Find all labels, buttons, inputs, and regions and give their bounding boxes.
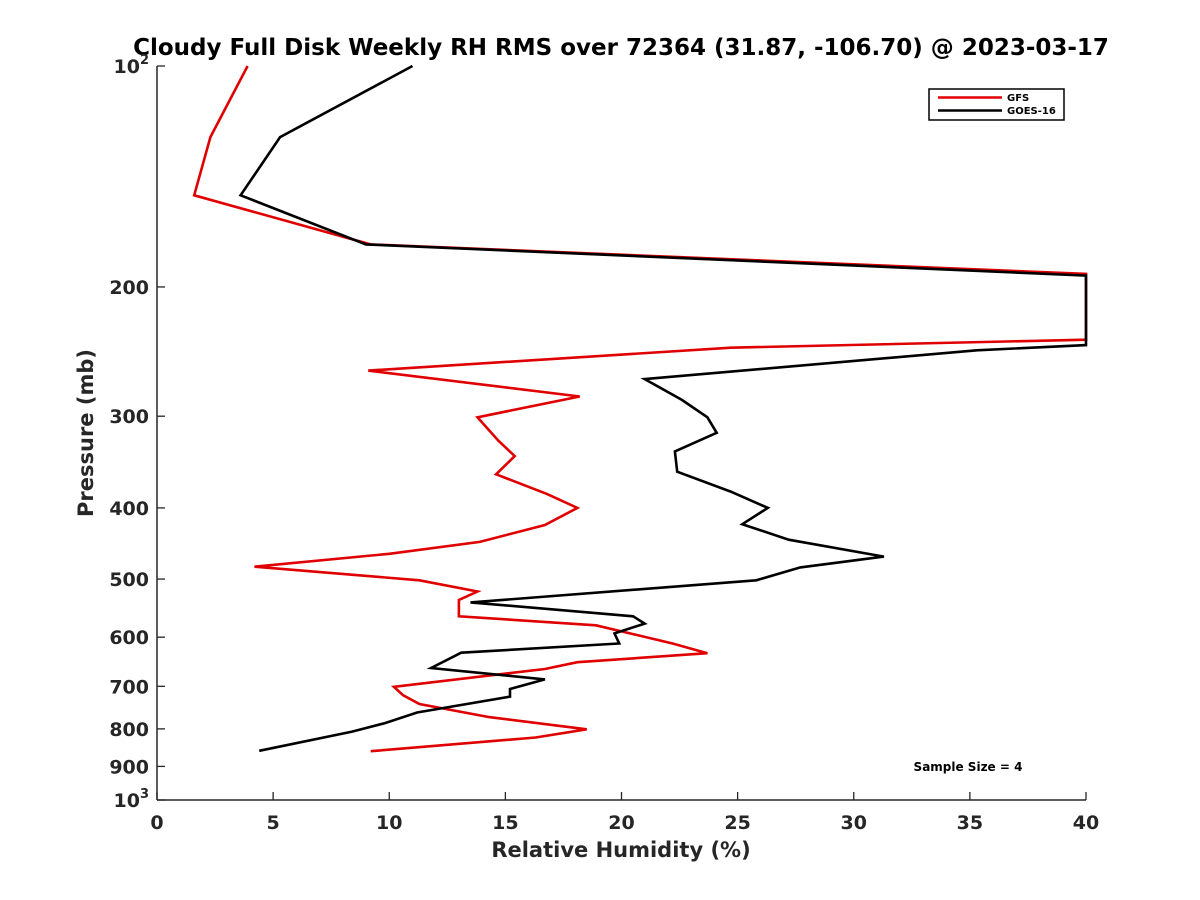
- x-tick-label: 25: [724, 812, 750, 834]
- x-axis-label: Relative Humidity (%): [491, 838, 750, 862]
- y-tick-label: 103: [114, 787, 150, 812]
- y-tick-label: 200: [109, 277, 149, 299]
- y-axis-ticks: 102 200 300 400 500 600 700 800 900 103: [109, 53, 165, 812]
- chart-title: Cloudy Full Disk Weekly RH RMS over 7236…: [133, 35, 1109, 61]
- x-tick-label: 10: [376, 812, 402, 834]
- x-tick-label: 30: [841, 812, 867, 834]
- legend-gfs-label: GFS: [1007, 93, 1029, 104]
- x-tick-label: 40: [1073, 812, 1099, 834]
- y-axis-label: Pressure (mb): [74, 349, 98, 517]
- x-tick-label: 35: [957, 812, 983, 834]
- series-line-gfs: [192, 65, 1088, 753]
- plot-series-layer: [192, 64, 1088, 753]
- x-tick-label: 5: [267, 812, 280, 834]
- y-tick-label: 900: [109, 756, 149, 778]
- chart-legend: GFS GOES-16: [928, 88, 1065, 121]
- y-tick-label: 300: [109, 406, 149, 428]
- x-tick-label: 20: [608, 812, 634, 834]
- x-tick-label: 15: [492, 812, 518, 834]
- legend-goes16-label: GOES-16: [1007, 106, 1056, 117]
- x-axis-ticks: 0 5 10 15 20 25 30 35 40: [150, 792, 1099, 834]
- y-tick-label: 600: [109, 627, 149, 649]
- x-tick-label: 0: [150, 812, 163, 834]
- y-tick-label: 102: [114, 53, 150, 78]
- y-tick-label: 800: [109, 719, 149, 741]
- y-tick-label: 500: [109, 569, 149, 591]
- series-line-goes16: [238, 64, 1088, 753]
- y-tick-label: 700: [109, 676, 149, 698]
- legend-box: [928, 88, 1065, 121]
- sample-size-annotation: Sample Size = 4: [914, 760, 1023, 774]
- y-tick-label: 400: [109, 498, 149, 520]
